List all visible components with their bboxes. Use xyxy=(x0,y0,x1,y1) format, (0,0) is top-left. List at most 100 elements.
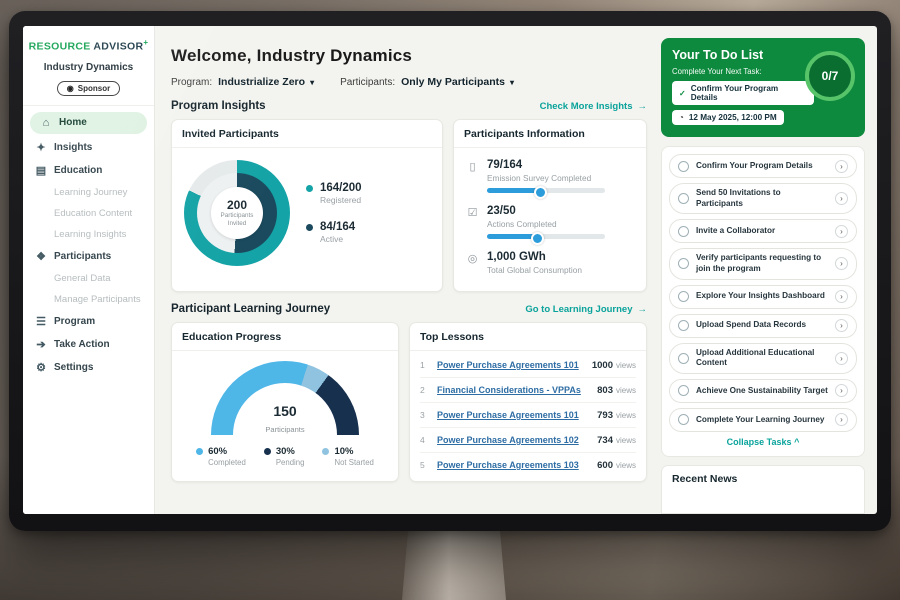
task-row-explore-insights[interactable]: Explore Your Insights Dashboard › xyxy=(669,284,857,309)
lesson-rank: 3 xyxy=(420,410,425,420)
chevron-right-icon[interactable]: › xyxy=(835,192,848,206)
task-row-send-invitations[interactable]: Send 50 Invitations to Participants › xyxy=(669,183,857,215)
card-title: Top Lessons xyxy=(410,323,646,351)
task-row-verify-participants[interactable]: Verify participants requesting to join t… xyxy=(669,248,857,280)
lesson-link[interactable]: Power Purchase Agreements 101 xyxy=(437,360,579,370)
lesson-rank: 5 xyxy=(420,460,425,470)
sidebar-item-general-data[interactable]: General Data xyxy=(23,268,154,289)
sidebar-item-insights[interactable]: ✦ Insights xyxy=(23,136,154,159)
chevron-right-icon[interactable]: › xyxy=(835,413,848,427)
sidebar-item-label: General Data xyxy=(54,272,111,284)
check-more-insights-link[interactable]: Check More Insights → xyxy=(540,101,647,112)
checkbox-icon[interactable] xyxy=(678,160,689,172)
lesson-link[interactable]: Power Purchase Agreements 101 xyxy=(437,410,579,420)
legend-dot xyxy=(306,185,313,192)
sidebar-item-participants[interactable]: ❖ Participants xyxy=(23,245,154,268)
chevron-right-icon[interactable]: › xyxy=(835,319,848,333)
collapse-tasks-button[interactable]: Collapse Tasks ^ xyxy=(669,437,857,447)
checkbox-icon[interactable] xyxy=(678,291,689,303)
book-icon: ▤ xyxy=(35,164,47,177)
education-gauge-center: 150 Participants xyxy=(211,403,359,437)
legend-item-pending: 30% Pending xyxy=(263,446,305,467)
legend-dot xyxy=(306,224,313,231)
chevron-right-icon[interactable]: › xyxy=(835,257,848,271)
checkbox-icon[interactable] xyxy=(678,385,689,397)
sidebar-item-label: Manage Participants xyxy=(54,293,141,305)
task-row-upload-educational-content[interactable]: Upload Additional Educational Content › xyxy=(669,342,857,374)
lesson-row: 3 Power Purchase Agreements 101 793 views xyxy=(420,403,636,428)
task-row-complete-learning-journey[interactable]: Complete Your Learning Journey › xyxy=(669,407,857,432)
stat-value: 1,000 GWh xyxy=(487,251,546,263)
arrow-right-icon: → xyxy=(637,100,648,112)
lesson-link[interactable]: Power Purchase Agreements 102 xyxy=(437,435,579,445)
sidebar-item-manage-participants[interactable]: Manage Participants xyxy=(23,289,154,310)
legend-label: Completed xyxy=(208,458,246,467)
card-title: Education Progress xyxy=(172,323,398,351)
participants-select-value: Only My Participants xyxy=(401,76,505,88)
lesson-row: 1 Power Purchase Agreements 101 1000 view… xyxy=(420,353,636,378)
checkbox-icon[interactable] xyxy=(678,352,689,364)
checkbox-icon[interactable] xyxy=(678,320,689,332)
program-select-value: Industrialize Zero xyxy=(218,76,306,88)
sponsor-badge[interactable]: ◉ Sponsor xyxy=(56,80,121,96)
action-arrow-icon: ➔ xyxy=(36,338,46,351)
checkbox-icon[interactable] xyxy=(678,193,689,205)
sidebar-item-take-action[interactable]: ➔ Take Action xyxy=(23,333,154,356)
logo-secondary: ADVISOR xyxy=(93,40,144,53)
lesson-link[interactable]: Financial Considerations - VPPAs xyxy=(437,385,581,395)
task-row-upload-spend-data[interactable]: Upload Spend Data Records › xyxy=(669,313,857,338)
people-icon: ❖ xyxy=(36,250,46,263)
sponsor-badge-label: Sponsor xyxy=(77,83,111,93)
legend-item-not-started: 10% Not Started xyxy=(322,446,374,467)
lesson-link[interactable]: Power Purchase Agreements 103 xyxy=(437,460,579,470)
participants-select[interactable]: Only My Participants ▾ xyxy=(401,76,514,88)
sidebar-item-label: Take Action xyxy=(54,338,110,350)
stat-value: 23/50 xyxy=(487,205,516,217)
sidebar-item-settings[interactable]: ⚙ Settings xyxy=(23,356,154,379)
top-lessons-card: Top Lessons 1 Power Purchase Agreements … xyxy=(409,322,647,482)
sidebar-item-program[interactable]: ☰ Program xyxy=(23,310,154,333)
task-row-achieve-target[interactable]: Achieve One Sustainability Target › xyxy=(669,378,857,403)
chevron-right-icon[interactable]: › xyxy=(835,159,848,173)
legend-label: Not Started xyxy=(334,458,374,467)
checklist-icon: ☑ xyxy=(467,207,478,219)
legend-value: 60% xyxy=(208,446,228,457)
go-to-learning-journey-link[interactable]: Go to Learning Journey → xyxy=(525,304,647,315)
checkbox-icon[interactable] xyxy=(678,225,689,237)
next-task-pill[interactable]: ✓ Confirm Your Program Details xyxy=(672,81,814,105)
monitor-bezel: RESOURCE ADVISOR+ Industry Dynamics ◉ Sp… xyxy=(9,11,891,531)
sidebar-item-label: Learning Insights xyxy=(54,228,127,240)
chevron-right-icon[interactable]: › xyxy=(835,290,848,304)
checkbox-icon[interactable] xyxy=(678,258,689,270)
sidebar-item-learning-insights[interactable]: Learning Insights xyxy=(23,224,154,245)
lesson-views: 1000 views xyxy=(591,359,636,371)
sidebar-item-education[interactable]: ▤ Education xyxy=(23,159,154,182)
sidebar-item-education-content[interactable]: Education Content xyxy=(23,203,154,224)
checkbox-icon[interactable] xyxy=(678,414,689,426)
page-title: Welcome, Industry Dynamics xyxy=(171,46,413,65)
learning-journey-title: Participant Learning Journey xyxy=(171,303,331,315)
sidebar-item-learning-journey[interactable]: Learning Journey xyxy=(23,182,154,203)
card-title: Invited Participants xyxy=(172,120,442,148)
insights-icon: ✦ xyxy=(36,141,46,154)
chevron-up-icon: ^ xyxy=(794,436,800,447)
legend-label: Pending xyxy=(275,458,305,467)
legend-dot xyxy=(196,448,204,455)
task-row-invite-collaborator[interactable]: Invite a Collaborator › xyxy=(669,219,857,244)
program-select[interactable]: Industrialize Zero ▾ xyxy=(218,76,314,88)
monitor-stand xyxy=(402,528,506,600)
gear-icon: ⚙ xyxy=(36,361,46,374)
lesson-views: 734 views xyxy=(597,434,636,446)
sidebar-item-label: Home xyxy=(59,117,87,128)
sidebar-item-home[interactable]: ⌂ Home xyxy=(30,111,147,134)
lesson-row: 5 Power Purchase Agreements 103 600 views xyxy=(420,453,636,477)
chevron-right-icon[interactable]: › xyxy=(835,351,848,365)
chevron-right-icon[interactable]: › xyxy=(835,224,848,238)
chevron-right-icon[interactable]: › xyxy=(835,384,848,398)
progress-bar xyxy=(487,186,605,199)
filter-bar: Program: Industrialize Zero ▾ Participan… xyxy=(171,76,647,88)
progress-bar-fill xyxy=(487,186,547,199)
sidebar-item-label: Education Content xyxy=(54,207,133,219)
task-row-confirm-program[interactable]: Confirm Your Program Details › xyxy=(669,154,857,178)
logo-primary: RESOURCE xyxy=(28,40,91,53)
